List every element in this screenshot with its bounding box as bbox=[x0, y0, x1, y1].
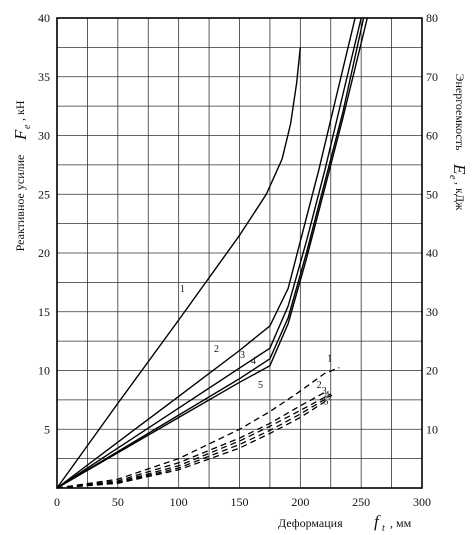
right-y-tick-label: 70 bbox=[426, 70, 438, 84]
right-axis-title: Энергоемкость E e , кДж bbox=[447, 74, 469, 211]
left-axis-symbol: F bbox=[11, 129, 30, 141]
x-axis-label: Деформация bbox=[278, 516, 343, 530]
force-curve-5 bbox=[56, 17, 368, 489]
right-y-tick-label: 10 bbox=[426, 422, 438, 436]
left-y-tick-label: 30 bbox=[38, 129, 50, 143]
x-tick-label: 150 bbox=[231, 495, 249, 509]
left-axis-label: Реактивное усилие bbox=[13, 155, 27, 252]
x-axis-unit: , мм bbox=[390, 516, 412, 530]
curve-label-4: 4 bbox=[324, 390, 329, 401]
energy-curve-2 bbox=[56, 390, 328, 489]
curve-label-5: 5 bbox=[258, 380, 263, 391]
left-y-tick-label: 10 bbox=[38, 364, 50, 378]
left-axis-title: Реактивное усилие F e , кН bbox=[11, 100, 33, 251]
plot-frame bbox=[56, 17, 423, 489]
left-y-tick-label: 5 bbox=[44, 422, 50, 436]
x-axis-symbol-sub: t bbox=[382, 523, 385, 534]
force-curve-2 bbox=[56, 17, 356, 489]
curve-label-3: 3 bbox=[322, 386, 327, 397]
right-y-tick-label: 20 bbox=[426, 364, 438, 378]
curve-label-5: 5 bbox=[324, 397, 329, 408]
tick-labels: 0 50 100 150 200 250 3005101520253035401020304… bbox=[38, 11, 438, 509]
series-layer bbox=[56, 17, 368, 489]
curve-label-1: 1 bbox=[327, 354, 332, 365]
curve-label-1: 1 bbox=[180, 284, 185, 295]
left-y-tick-label: 15 bbox=[38, 305, 50, 319]
left-y-tick-label: 35 bbox=[38, 70, 50, 84]
force-curve-3 bbox=[56, 17, 362, 489]
x-tick-label: 300 bbox=[413, 495, 431, 509]
x-tick-label: 250 bbox=[352, 495, 370, 509]
x-tick-label: 100 bbox=[170, 495, 188, 509]
right-y-tick-label: 80 bbox=[426, 11, 438, 25]
right-axis-unit: , кДж bbox=[453, 182, 467, 211]
left-axis-symbol-sub: e bbox=[22, 124, 33, 129]
right-axis-symbol: E bbox=[450, 163, 469, 175]
right-axis-label: Энергоемкость bbox=[453, 74, 467, 151]
energy-curve-5 bbox=[56, 398, 330, 489]
curve-label-4: 4 bbox=[251, 356, 256, 367]
force-curve-4 bbox=[56, 17, 365, 489]
curve-label-3: 3 bbox=[240, 350, 245, 361]
left-y-tick-label: 25 bbox=[38, 187, 50, 201]
right-y-tick-label: 50 bbox=[426, 187, 438, 201]
x-axis-symbol: f bbox=[374, 512, 381, 531]
left-y-tick-label: 20 bbox=[38, 246, 50, 260]
x-axis-title: Деформация f t , мм bbox=[278, 512, 412, 534]
right-y-tick-label: 30 bbox=[426, 305, 438, 319]
right-y-tick-label: 60 bbox=[426, 129, 438, 143]
energy-curve-1 bbox=[56, 366, 340, 489]
left-y-tick-label: 40 bbox=[38, 11, 50, 25]
curve-label-2: 2 bbox=[214, 344, 219, 355]
right-y-tick-label: 40 bbox=[426, 246, 438, 260]
curve-label-2: 2 bbox=[317, 380, 322, 391]
right-axis-symbol-sub: e bbox=[447, 175, 458, 180]
x-tick-label: 0 bbox=[54, 495, 60, 509]
left-axis-unit: , кН bbox=[13, 100, 27, 121]
force-curve-1 bbox=[56, 47, 301, 489]
x-tick-label: 200 bbox=[291, 495, 309, 509]
x-tick-label: 50 bbox=[112, 495, 124, 509]
